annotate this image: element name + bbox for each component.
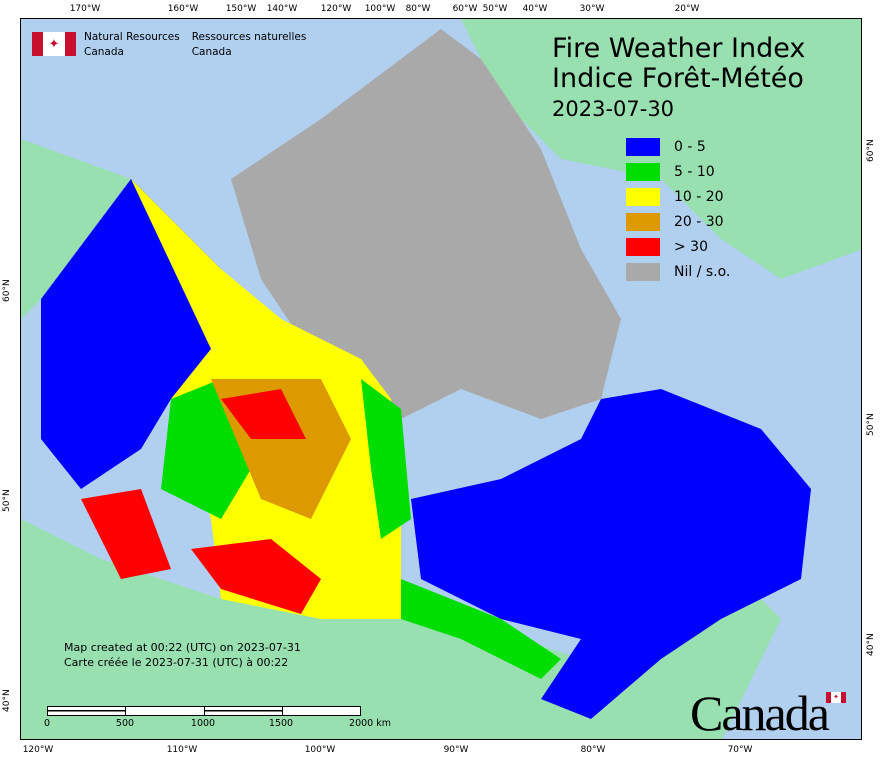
- axis-label: 50°N: [2, 489, 12, 512]
- legend-swatch: [626, 212, 660, 231]
- creation-note: Map created at 00:22 (UTC) on 2023-07-31…: [64, 640, 301, 670]
- canada-flag-icon: ✦: [32, 32, 76, 56]
- legend-item: 5 - 10: [626, 159, 730, 184]
- org-fr-1: Ressources naturelles: [191, 31, 307, 43]
- legend-label: Nil / s.o.: [674, 263, 731, 280]
- legend: 0 - 5 5 - 10 10 - 20 20 - 30 > 30 Nil / s.o.: [626, 134, 730, 284]
- axis-label: 40°N: [2, 689, 12, 712]
- axis-label: 40°N: [866, 633, 876, 656]
- legend-item: > 30: [626, 234, 730, 259]
- axis-label: 100°W: [364, 4, 396, 14]
- legend-swatch: [626, 162, 660, 181]
- legend-item: 20 - 30: [626, 209, 730, 234]
- legend-label: 5 - 10: [674, 163, 715, 180]
- legend-item: 0 - 5: [626, 134, 730, 159]
- axis-label: 50°N: [866, 413, 876, 436]
- fwi-low-east: [411, 389, 811, 719]
- legend-item: Nil / s.o.: [626, 259, 730, 284]
- axis-label: 50°W: [482, 4, 508, 14]
- scale-label: 1000: [190, 718, 216, 729]
- created-en: Map created at 00:22 (UTC) on 2023-07-31: [64, 641, 301, 654]
- legend-label: 20 - 30: [674, 213, 724, 230]
- axis-label: 120°W: [320, 4, 352, 14]
- axis-label: 60°N: [2, 279, 12, 302]
- axis-label: 70°W: [727, 745, 753, 755]
- axis-label: 140°W: [266, 4, 298, 14]
- axis-label: 150°W: [225, 4, 257, 14]
- scale-label: 0: [43, 718, 51, 729]
- org-en-1: Natural Resources: [84, 31, 180, 43]
- legend-label: 0 - 5: [674, 138, 706, 155]
- scale-label: 500: [115, 718, 135, 729]
- axis-label: 60°N: [866, 139, 876, 162]
- greenland-land: [461, 19, 861, 279]
- axis-label: 120°W: [22, 745, 54, 755]
- legend-swatch: [626, 237, 660, 256]
- axis-label: 160°W: [167, 4, 199, 14]
- fwi-green-mid: [161, 379, 411, 539]
- org-fr-2: Canada: [191, 46, 232, 58]
- legend-swatch: [626, 137, 660, 156]
- map-canvas: [21, 19, 861, 739]
- nrcan-signature: ✦ Natural Resources Canada Ressources nat…: [32, 30, 306, 60]
- canada-wordmark: Canada: [690, 685, 830, 741]
- legend-swatch: [626, 187, 660, 206]
- scale-label: 2000 km: [349, 718, 391, 729]
- axis-label: 100°W: [304, 745, 336, 755]
- fwi-green-east: [401, 579, 561, 679]
- legend-label: > 30: [674, 238, 708, 255]
- axis-label: 90°W: [443, 745, 469, 755]
- axis-label: 40°W: [522, 4, 548, 14]
- axis-label: 110°W: [166, 745, 198, 755]
- axis-label: 60°W: [452, 4, 478, 14]
- fwi-red: [81, 389, 321, 614]
- map-frame: [20, 18, 862, 740]
- axis-label: 30°W: [579, 4, 605, 14]
- created-fr: Carte créée le 2023-07-31 (UTC) à 00:22: [64, 656, 289, 669]
- org-en-2: Canada: [84, 46, 124, 58]
- scale-label: 1500: [268, 718, 294, 729]
- alaska-land: [21, 139, 131, 319]
- map-title: Fire Weather Index Indice Forêt-Météo: [552, 34, 805, 94]
- wordmark-flag-icon: ✦: [826, 692, 846, 703]
- scale-bar: [47, 706, 361, 716]
- axis-label: 80°W: [405, 4, 431, 14]
- title-fr: Indice Forêt-Météo: [552, 63, 804, 94]
- legend-item: 10 - 20: [626, 184, 730, 209]
- legend-swatch: [626, 262, 660, 281]
- map-date: 2023-07-30: [552, 97, 675, 121]
- legend-label: 10 - 20: [674, 188, 724, 205]
- arctic-islands: [231, 29, 621, 419]
- title-en: Fire Weather Index: [552, 33, 806, 64]
- axis-label: 20°W: [674, 4, 700, 14]
- axis-label: 80°W: [580, 745, 606, 755]
- axis-label: 170°W: [69, 4, 101, 14]
